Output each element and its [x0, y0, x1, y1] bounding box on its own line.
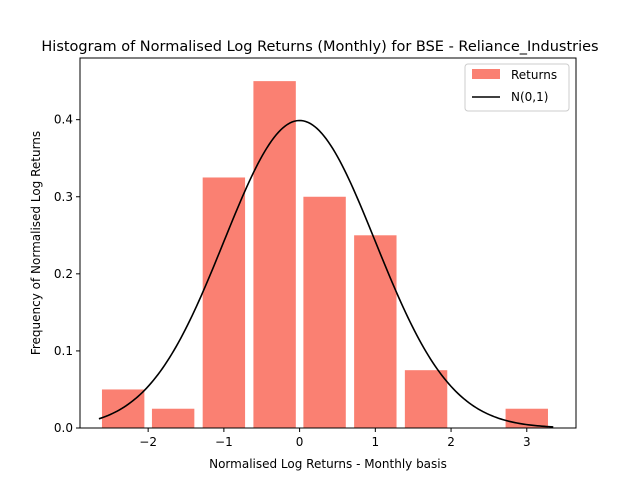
chart-title: Histogram of Normalised Log Returns (Mon…: [41, 39, 598, 55]
normal-curve-group: [98, 119, 554, 428]
y-tick-label: 0.3: [54, 190, 73, 204]
x-tick-label: −2: [139, 435, 157, 449]
y-tick-label: 0.4: [54, 113, 73, 127]
histogram-bar: [354, 235, 397, 428]
x-axis-label: Normalised Log Returns - Monthly basis: [209, 457, 447, 471]
legend-swatch-returns: [472, 69, 500, 79]
x-tick-label: −1: [215, 435, 233, 449]
bars-group: [101, 81, 548, 428]
legend-label-normal: N(0,1): [511, 90, 548, 104]
y-tick-label: 0.0: [54, 421, 73, 435]
x-tick-label: 2: [447, 435, 455, 449]
histogram-bar: [151, 408, 195, 428]
y-axis-label: Frequency of Normalised Log Returns: [29, 131, 43, 355]
y-tick-label: 0.2: [54, 267, 73, 281]
y-axis-ticks: 0.0 0.1 0.2 0.3 0.4: [54, 113, 80, 435]
histogram-bar: [101, 389, 145, 428]
y-tick-label: 0.1: [54, 344, 73, 358]
normal-distribution-line: [98, 119, 554, 428]
x-tick-label: 1: [372, 435, 380, 449]
histogram-bar: [303, 196, 346, 428]
x-tick-label: 0: [296, 435, 304, 449]
histogram-bar: [202, 177, 246, 428]
legend-label-returns: Returns: [511, 68, 557, 82]
plot-frame: [79, 57, 577, 429]
x-tick-label: 3: [523, 435, 531, 449]
histogram-bar: [253, 81, 296, 428]
legend: Returns N(0,1): [464, 63, 570, 112]
x-axis-ticks: −2 −1 0 1 2 3: [139, 428, 531, 449]
histogram-bar: [404, 370, 448, 428]
